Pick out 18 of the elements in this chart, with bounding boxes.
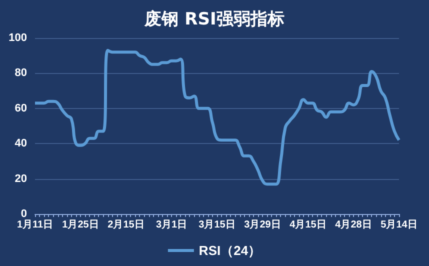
y-tick-label: 100	[8, 32, 27, 44]
x-tick-label: 4月28日	[335, 220, 372, 230]
line-series	[34, 48, 400, 186]
y-tick-label: 40	[14, 138, 27, 150]
x-tick-label: 3月15日	[198, 220, 236, 230]
x-tick-label: 2月15日	[108, 220, 144, 230]
y-tick-label: 20	[14, 172, 27, 185]
x-tick-label: 4月15日	[290, 220, 326, 230]
chart-title: 废钢 RSI强弱指标	[144, 10, 284, 30]
x-tick-label: 1月25日	[62, 220, 99, 230]
x-tick-label: 3月29日	[244, 220, 281, 230]
x-tick-label: 3月1日	[156, 220, 188, 230]
x-tick-label: 1月11日	[16, 220, 54, 230]
y-tick-label: 0	[20, 208, 27, 220]
y-tick-label: 60	[14, 102, 27, 114]
legend-label: RSI（24）	[198, 243, 262, 258]
x-tick-label: 5月14日	[380, 220, 418, 230]
y-tick-label: 80	[14, 67, 27, 80]
